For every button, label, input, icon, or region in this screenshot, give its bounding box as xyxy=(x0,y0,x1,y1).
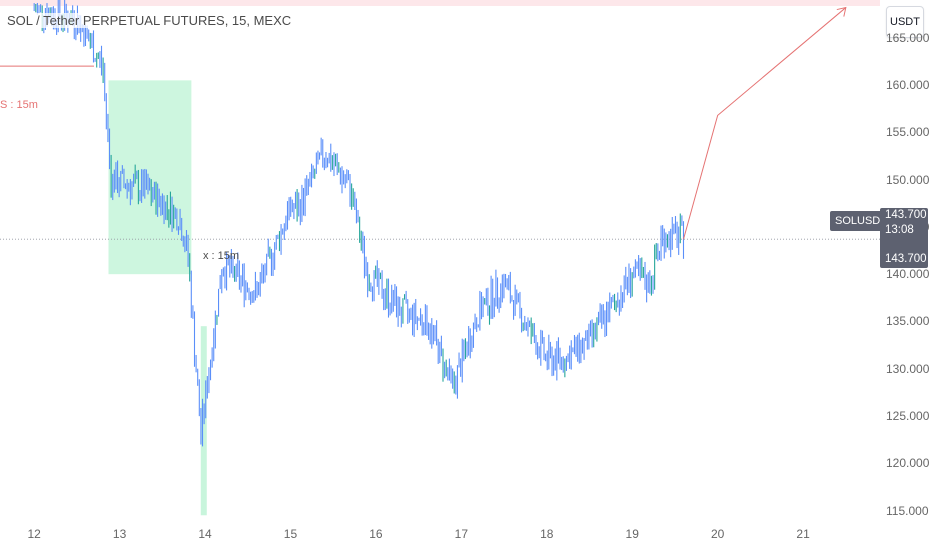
projection-arrow xyxy=(683,7,847,240)
alert-label-mid: x : 15m xyxy=(203,250,240,262)
alert-label-left: S : 15m xyxy=(0,99,38,111)
bar-countdown: 13:08 xyxy=(885,224,914,236)
time-tick: 12 xyxy=(27,527,41,541)
price-tick: 125.000 xyxy=(886,409,930,423)
time-tick: 17 xyxy=(454,527,469,541)
time-tick: 21 xyxy=(796,527,810,541)
price-tick: 155.000 xyxy=(886,125,930,140)
price-tick: 140.000 xyxy=(886,267,930,282)
price-tick: 165.000 xyxy=(886,30,930,45)
time-tick: 14 xyxy=(198,527,212,541)
price-tick: 120.000 xyxy=(886,456,930,471)
chart-area[interactable]: SOL / Tether PERPETUAL FUTURES, 15, MEXC… xyxy=(0,0,902,520)
price-tick: 130.000 xyxy=(886,361,930,376)
currency-button[interactable]: USDT xyxy=(886,6,924,38)
last-price-line-tag: 143.700 xyxy=(880,250,928,268)
time-tick: 19 xyxy=(625,527,639,541)
price-chart[interactable] xyxy=(0,0,880,520)
time-tick: 20 xyxy=(710,527,725,541)
last-price-tag: 143.700 13:08 xyxy=(880,208,928,255)
price-tick: 160.000 xyxy=(886,78,930,93)
price-tick: 150.000 xyxy=(886,172,930,187)
time-axis[interactable]: 12 13 14 15 16 17 18 19 20 21 xyxy=(0,520,880,550)
price-tick: 115.000 xyxy=(886,503,929,518)
time-tick: 18 xyxy=(540,527,554,541)
position-zone xyxy=(108,80,192,275)
price-tick: 135.000 xyxy=(886,314,930,329)
alert-zone-band xyxy=(0,0,880,6)
arrow-head xyxy=(836,6,847,17)
price-axis[interactable]: 165.000160.000155.000150.000145.000140.0… xyxy=(880,0,932,520)
last-price-value: 143.700 xyxy=(885,209,927,221)
time-tick: 15 xyxy=(283,527,298,541)
time-tick: 13 xyxy=(112,527,127,541)
time-tick: 16 xyxy=(369,527,383,541)
symbol-title[interactable]: SOL / Tether PERPETUAL FUTURES, 15, MEXC xyxy=(4,13,295,28)
